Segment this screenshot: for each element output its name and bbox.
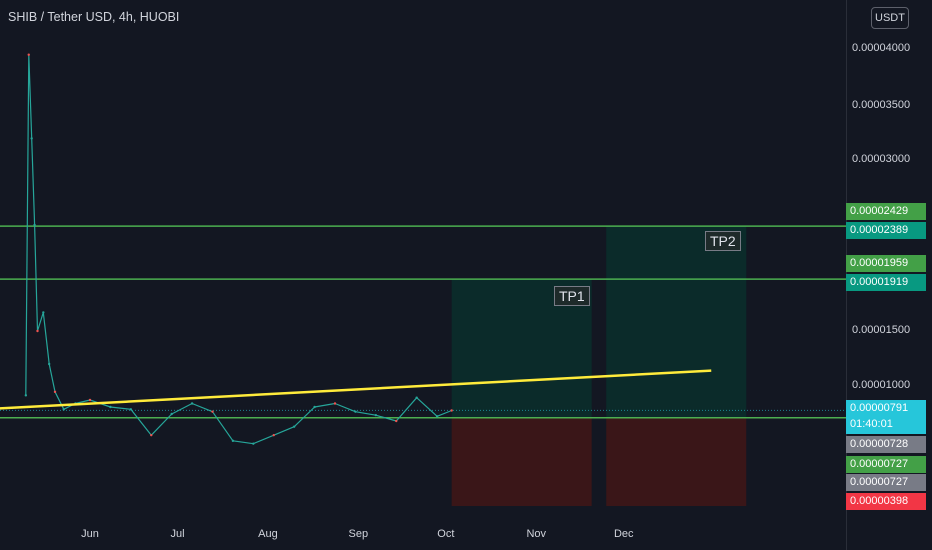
x-tick-label: Sep <box>348 528 369 540</box>
currency-button[interactable]: USDT <box>871 7 909 29</box>
price-point <box>27 53 30 56</box>
price-point <box>374 413 378 417</box>
price-point <box>313 405 316 409</box>
trendline <box>0 369 712 410</box>
price-point <box>435 415 439 418</box>
price-point <box>415 396 418 399</box>
loss-zone <box>451 417 592 506</box>
y-tick-label: 0.00003000 <box>852 153 911 165</box>
price-label: 0.00002389 <box>846 222 926 239</box>
price-point <box>47 362 51 366</box>
price-point <box>150 433 153 437</box>
price-point <box>129 408 133 411</box>
price-point <box>333 402 337 405</box>
price-point <box>109 405 112 409</box>
loss-zone <box>606 417 747 506</box>
price-point <box>190 402 194 405</box>
price-label: 0.00002429 <box>846 203 926 220</box>
price-point <box>30 137 33 140</box>
price-label: 0.00001919 <box>846 274 926 291</box>
price-series-line <box>25 54 452 445</box>
price-point <box>231 439 235 443</box>
y-tick-label: 0.00003500 <box>852 99 911 111</box>
price-point <box>170 412 173 416</box>
y-tick-label: 0.00001500 <box>852 324 911 336</box>
price-point <box>211 410 214 413</box>
price-label: 0.00000727 <box>846 456 926 473</box>
price-point <box>42 311 45 314</box>
price-point <box>354 410 357 413</box>
price-point <box>36 329 39 333</box>
price-point <box>62 408 65 411</box>
x-tick-label: Oct <box>437 528 455 540</box>
x-tick-label: Jul <box>170 528 185 540</box>
y-tick-label: 0.00004000 <box>852 42 911 54</box>
profit-zone <box>606 226 747 418</box>
x-tick-label: Jun <box>81 528 99 540</box>
price-label: 0.00000728 <box>846 436 926 453</box>
countdown-label: 01:40:01 <box>850 418 893 430</box>
price-point <box>252 442 255 445</box>
take-profit-label: TP2 <box>705 231 741 251</box>
price-point <box>272 433 275 437</box>
price-point <box>88 398 92 402</box>
y-tick-label: 0.00001000 <box>852 379 911 391</box>
price-label: 0.00001959 <box>846 255 926 272</box>
price-point <box>450 409 453 412</box>
price-point <box>292 425 296 428</box>
price-point <box>24 394 28 397</box>
chart-title: SHIB / Tether USD, 4h, HUOBI <box>8 10 180 24</box>
x-tick-label: Aug <box>258 528 278 540</box>
x-tick-label: Dec <box>613 528 634 540</box>
x-tick-label: Nov <box>526 528 547 540</box>
price-label: 0.00000398 <box>846 493 926 510</box>
price-label: 0.00000727 <box>846 474 926 491</box>
price-point <box>53 390 57 394</box>
price-point <box>395 419 398 423</box>
price-point <box>33 223 36 227</box>
take-profit-label: TP1 <box>554 286 590 306</box>
price-label: 0.00000791 01:40:01 <box>846 400 926 434</box>
